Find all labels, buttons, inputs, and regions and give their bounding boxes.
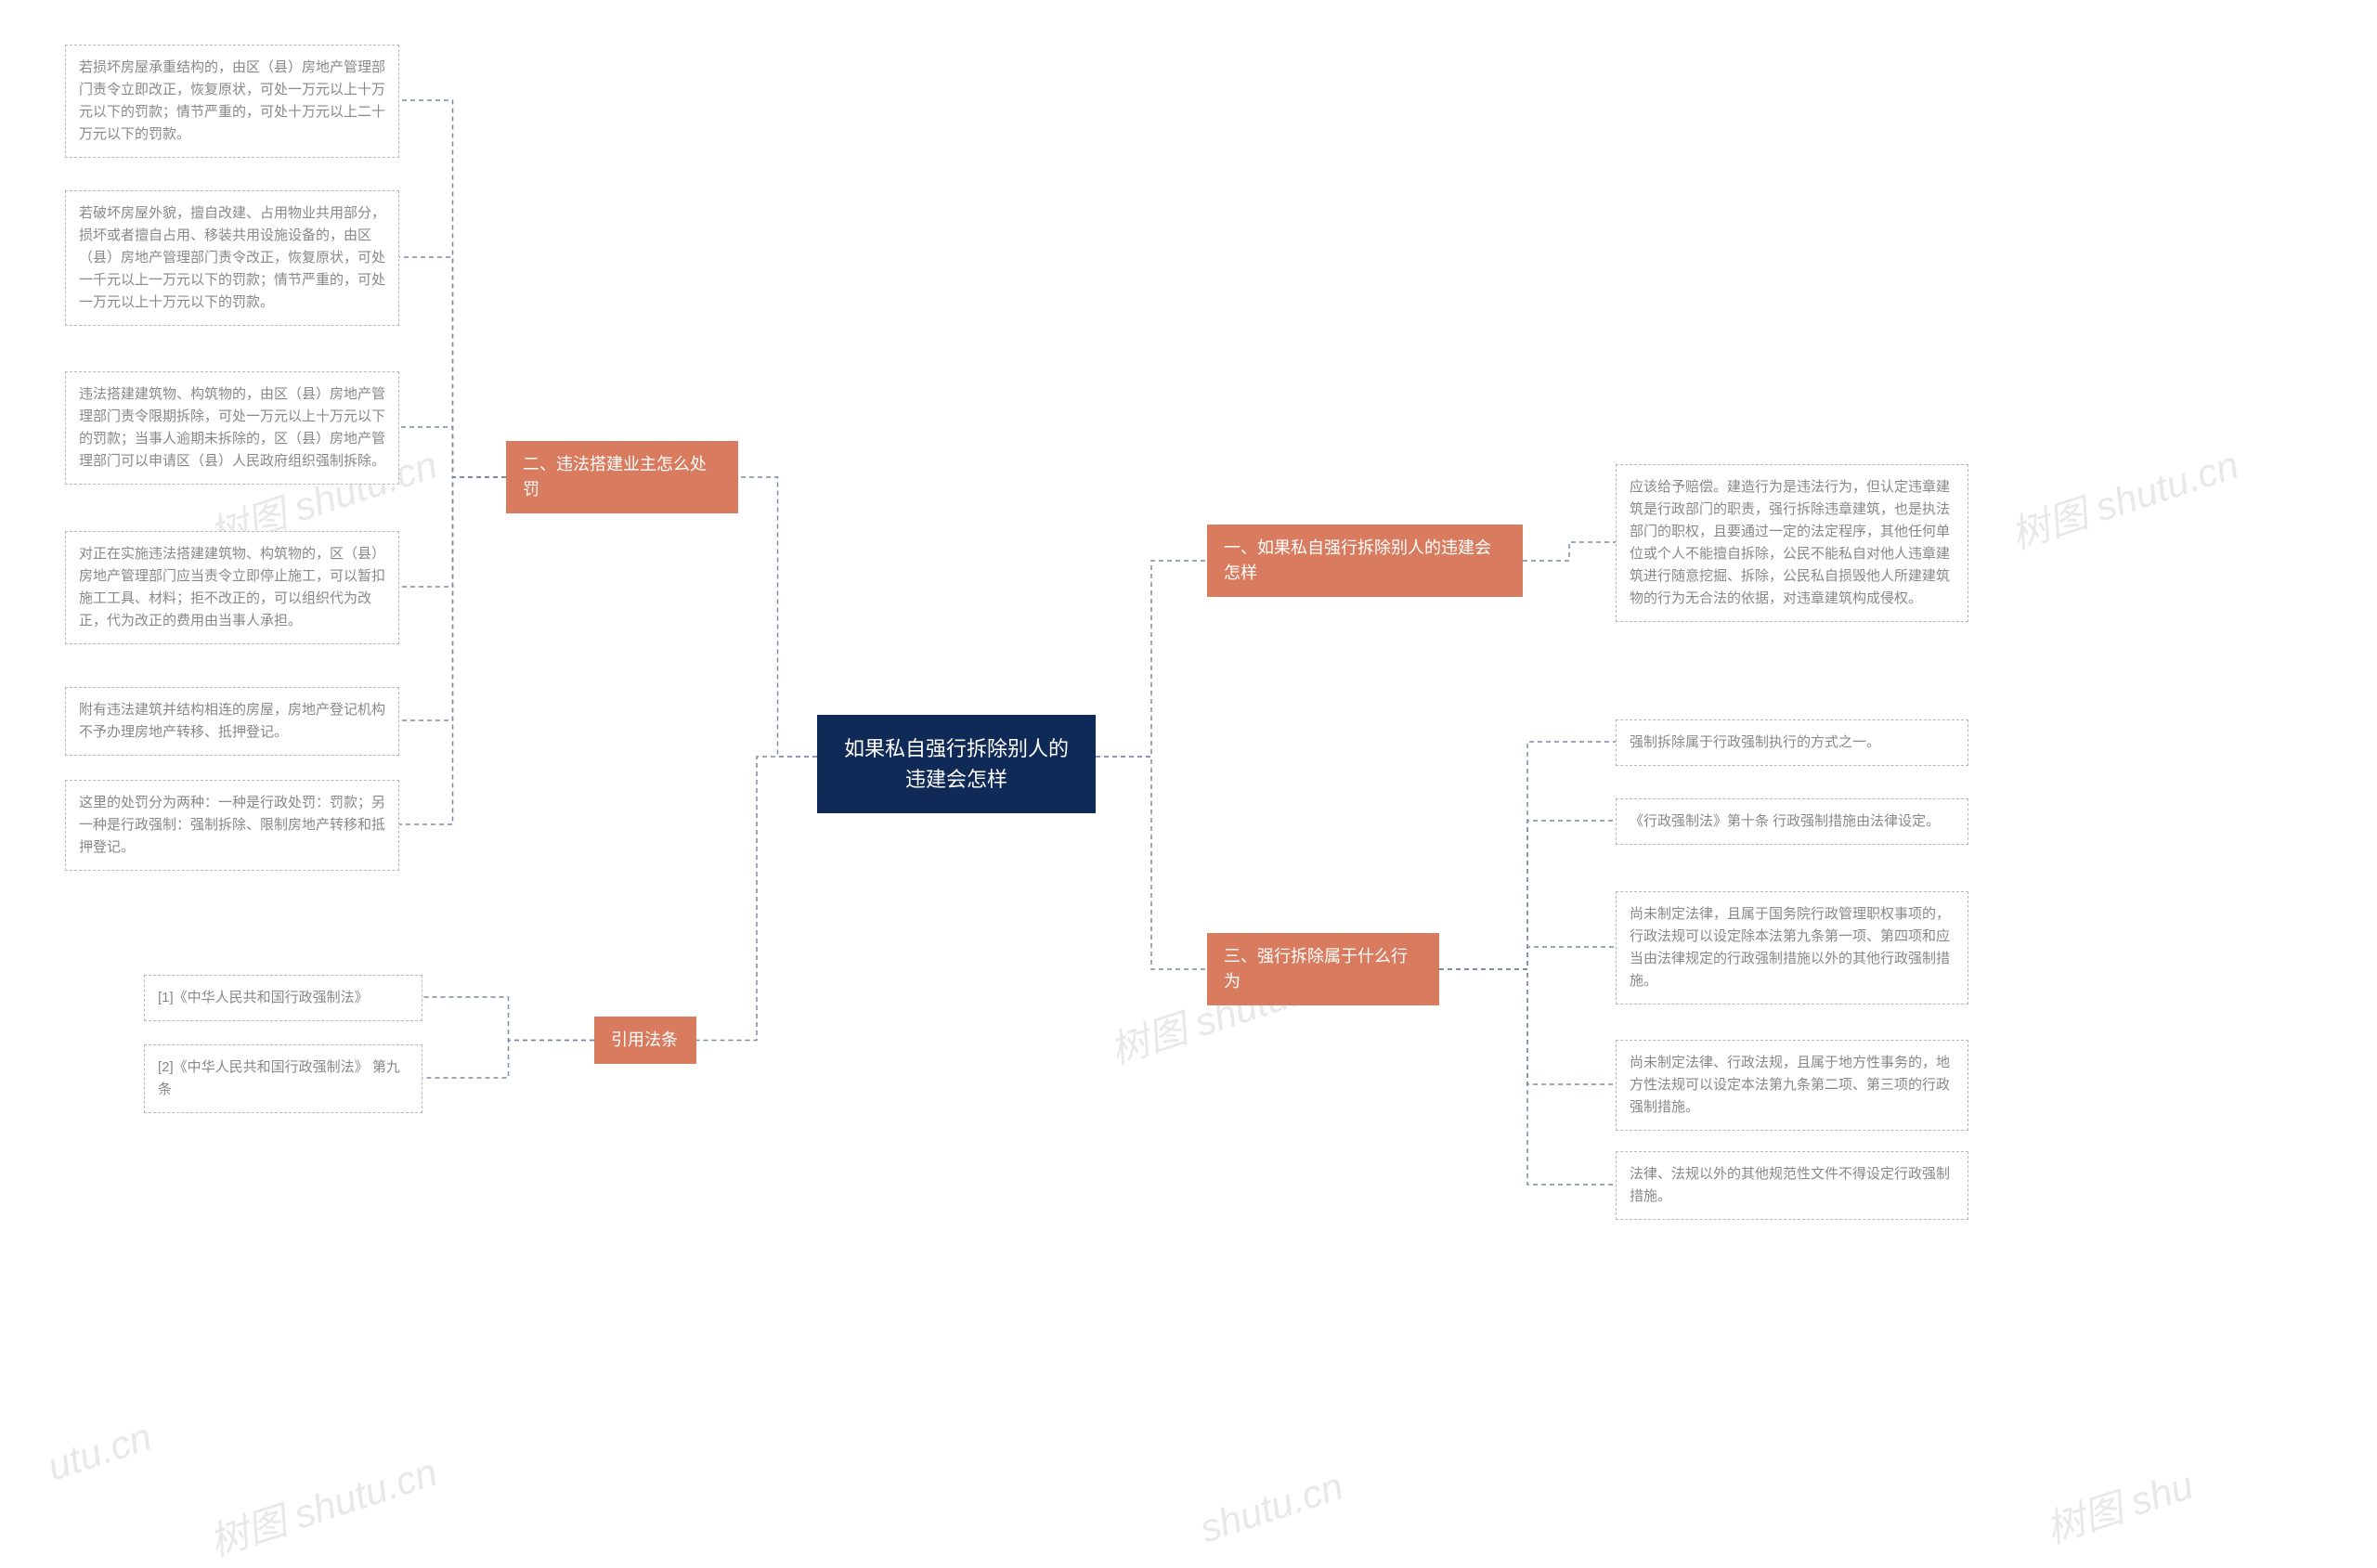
watermark: shutu.cn xyxy=(1194,1464,1348,1552)
branch-node: 三、强行拆除属于什么行为 xyxy=(1207,933,1439,1005)
leaf-node: 这里的处罚分为两种：一种是行政处罚：罚款；另一种是行政强制：强制拆除、限制房地产… xyxy=(65,780,399,871)
leaf-node: 尚未制定法律、行政法规，且属于地方性事务的，地方性法规可以设定本法第九条第二项、… xyxy=(1616,1040,1968,1131)
watermark: 树图 shutu.cn xyxy=(201,1441,444,1568)
leaf-node: 强制拆除属于行政强制执行的方式之一。 xyxy=(1616,719,1968,766)
leaf-node: 违法搭建建筑物、构筑物的，由区（县）房地产管理部门责令限期拆除，可处一万元以上十… xyxy=(65,371,399,485)
watermark: 树图 shu xyxy=(2038,1454,2200,1555)
leaf-node: 应该给予赔偿。建造行为是违法行为，但认定违章建筑是行政部门的职责，强行拆除违章建… xyxy=(1616,464,1968,622)
center-node: 如果私自强行拆除别人的 违建会怎样 xyxy=(817,715,1096,813)
branch-node: 引用法条 xyxy=(594,1017,696,1064)
leaf-node: 附有违法建筑并结构相连的房屋，房地产登记机构不予办理房地产转移、抵押登记。 xyxy=(65,687,399,756)
leaf-node: 《行政强制法》第十条 行政强制措施由法律设定。 xyxy=(1616,798,1968,845)
leaf-node: [2]《中华人民共和国行政强制法》 第九条 xyxy=(144,1044,422,1113)
leaf-node: 尚未制定法律，且属于国务院行政管理职权事项的，行政法规可以设定除本法第九条第一项… xyxy=(1616,891,1968,1004)
leaf-node: 若损坏房屋承重结构的，由区（县）房地产管理部门责令立即改正，恢复原状，可处一万元… xyxy=(65,45,399,158)
branch-node: 二、违法搭建业主怎么处罚 xyxy=(506,441,738,513)
watermark: 树图 shutu.cn xyxy=(2003,434,2245,561)
leaf-node: [1]《中华人民共和国行政强制法》 xyxy=(144,975,422,1021)
leaf-node: 法律、法规以外的其他规范性文件不得设定行政强制措施。 xyxy=(1616,1151,1968,1220)
leaf-node: 若破坏房屋外貌，擅自改建、占用物业共用部分，损坏或者擅自占用、移装共用设施设备的… xyxy=(65,190,399,326)
branch-node: 一、如果私自强行拆除别人的违建会怎样 xyxy=(1207,525,1523,597)
watermark: utu.cn xyxy=(42,1414,157,1489)
leaf-node: 对正在实施违法搭建建筑物、构筑物的，区（县）房地产管理部门应当责令立即停止施工，… xyxy=(65,531,399,644)
